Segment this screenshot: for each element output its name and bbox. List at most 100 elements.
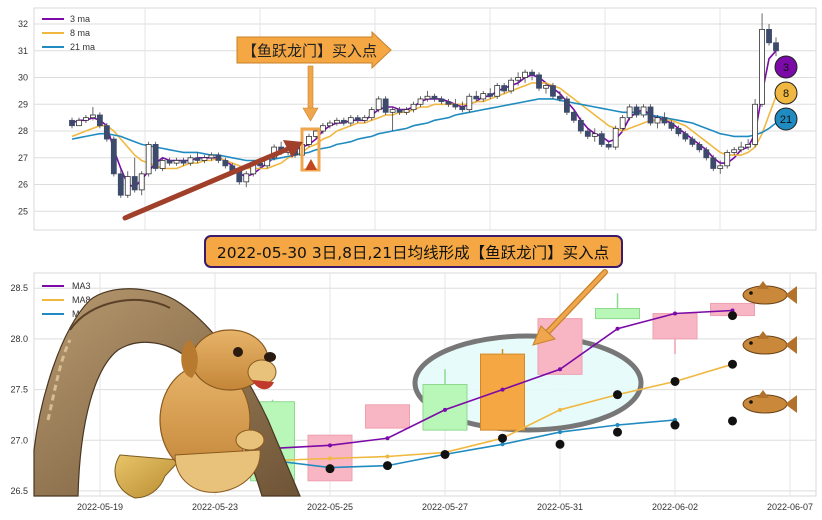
- bottom-ma-point: [558, 367, 562, 372]
- bottom-x-tick-label: 2022-06-07: [767, 502, 813, 512]
- top-candle-body: [612, 127, 619, 148]
- bottom-x-tick-label: 2022-05-27: [422, 502, 468, 512]
- top-candle-body: [327, 122, 333, 127]
- bottom-y-tick-label: 28.5: [10, 283, 28, 293]
- bottom-black-marker: [383, 461, 392, 471]
- bottom-black-marker: [613, 427, 622, 437]
- bottom-ma-point: [500, 387, 505, 392]
- bottom-panel: 26.5 27.0 27.5 28.0 28.5 2022-05-19 2022-05-2…: [10, 269, 817, 512]
- top-candle-body: [382, 98, 389, 113]
- top-legend: 3 ma 8 ma 21 ma: [42, 14, 95, 52]
- bottom-y-tick-label: 27.0: [10, 435, 28, 445]
- bottom-black-marker: [498, 433, 507, 443]
- koi-fish-icon: [742, 281, 797, 305]
- top-candle-body: [494, 85, 501, 97]
- legend-8ma: 8 ma: [70, 28, 90, 38]
- top-candle-body: [745, 144, 752, 148]
- top-candle-body: [529, 71, 535, 76]
- title-banner: 2022-05-30 3日,8日,21日均线形成【鱼跃龙门】买入点: [204, 235, 623, 268]
- bottom-black-marker: [670, 376, 680, 386]
- top-candle-body: [180, 160, 187, 164]
- top-candle-body: [90, 114, 96, 119]
- top-plot-area: [33, 7, 817, 231]
- top-candle-body: [773, 42, 779, 52]
- pointer-arrow-icon: [532, 269, 608, 346]
- dog-mermaid-illustration: [114, 329, 277, 499]
- top-candle-body: [417, 98, 424, 105]
- top-candle-body: [480, 93, 487, 100]
- top-candle-body: [138, 173, 145, 191]
- bottom-candle-body: [537, 318, 583, 375]
- top-candle-body: [543, 85, 549, 89]
- top-candle-body: [340, 119, 347, 124]
- top-candle-body: [766, 28, 772, 44]
- top-candle-body: [222, 160, 229, 167]
- top-candle-body: [194, 157, 201, 161]
- bottom-candle-body: [480, 353, 525, 431]
- top-candle-body: [117, 173, 124, 196]
- top-y-tick-label: 30: [18, 73, 28, 83]
- top-candle-body: [577, 119, 584, 132]
- top-candle-body: [501, 85, 508, 92]
- bottom-x-tick-label: 2022-05-31: [537, 502, 583, 512]
- top-candle-body: [347, 117, 354, 124]
- top-candle-body: [110, 138, 117, 175]
- bottom-x-tick-label: 2022-06-02: [652, 502, 698, 512]
- koi-fish-icon: [742, 331, 797, 355]
- top-candle-body: [703, 149, 710, 159]
- top-candle-body: [689, 138, 696, 145]
- bottom-candle-body: [365, 404, 410, 429]
- top-y-tick-label: 26: [18, 180, 28, 190]
- top-candle-body: [368, 109, 375, 119]
- bottom-ma-point: [558, 407, 562, 412]
- top-candle-body: [563, 98, 570, 113]
- top-candle-body: [619, 117, 626, 129]
- bottom-ma-line: [272, 419, 676, 469]
- top-candle-body: [731, 149, 738, 153]
- top-candlesticks: [69, 13, 779, 198]
- top-candle-body: [410, 103, 417, 111]
- buy-point-callout: 【鱼跃龙门】买入点: [236, 30, 392, 70]
- top-candle-body: [124, 176, 131, 196]
- top-ma-line: [71, 98, 777, 162]
- top-candle-body: [375, 98, 382, 111]
- top-candle-body: [724, 152, 731, 167]
- top-y-tick-label: 32: [18, 19, 28, 29]
- bottom-black-marker: [728, 359, 737, 369]
- top-candle-body: [243, 173, 250, 183]
- top-candle-body: [487, 93, 494, 97]
- top-panel: 25 26 27 28 29 30 31 32 3 ma 8 ma 21 ma 【鱼跃龙门】买…: [18, 7, 817, 231]
- top-candle-body: [640, 106, 647, 116]
- top-candle-body: [738, 146, 745, 151]
- top-candle-body: [215, 154, 222, 161]
- bottom-x-tick-label: 2022-05-19: [77, 502, 123, 512]
- bottom-y-tick-label: 26.5: [10, 486, 28, 496]
- bottom-y-tick-label: 28.0: [10, 334, 28, 344]
- bottom-black-marker: [728, 416, 737, 426]
- bottom-black-marker: [728, 311, 737, 321]
- top-candle-body: [661, 117, 668, 124]
- bottom-black-marker: [325, 464, 335, 474]
- bottom-x-tick-label: 2022-05-23: [192, 502, 238, 512]
- bottom-ma-point: [558, 430, 562, 435]
- koi-fish-illustrations: [742, 281, 797, 414]
- bottom-black-marker: [440, 449, 450, 459]
- top-y-tick-label: 31: [18, 46, 28, 56]
- bottom-x-axis: 2022-05-19 2022-05-23 2022-05-25 2022-05-27…: [77, 502, 813, 512]
- trend-arrow-icon: [122, 140, 303, 221]
- bottom-black-marker: [613, 390, 622, 400]
- top-candle-body: [598, 133, 605, 145]
- bottom-ma-point: [673, 311, 677, 316]
- top-candle-body: [584, 130, 591, 137]
- top-candle-body: [654, 117, 661, 124]
- bottom-x-tick-label: 2022-05-25: [307, 502, 353, 512]
- top-candle-body: [201, 157, 208, 161]
- bottom-ma-point: [615, 326, 620, 331]
- top-candle-body: [459, 106, 466, 111]
- top-candle-body: [570, 111, 577, 121]
- top-candle-body: [508, 79, 515, 92]
- top-candle-body: [522, 71, 528, 78]
- down-arrow-icon: [302, 65, 319, 122]
- top-candle-body: [306, 135, 312, 145]
- badge-3: 3: [783, 62, 789, 74]
